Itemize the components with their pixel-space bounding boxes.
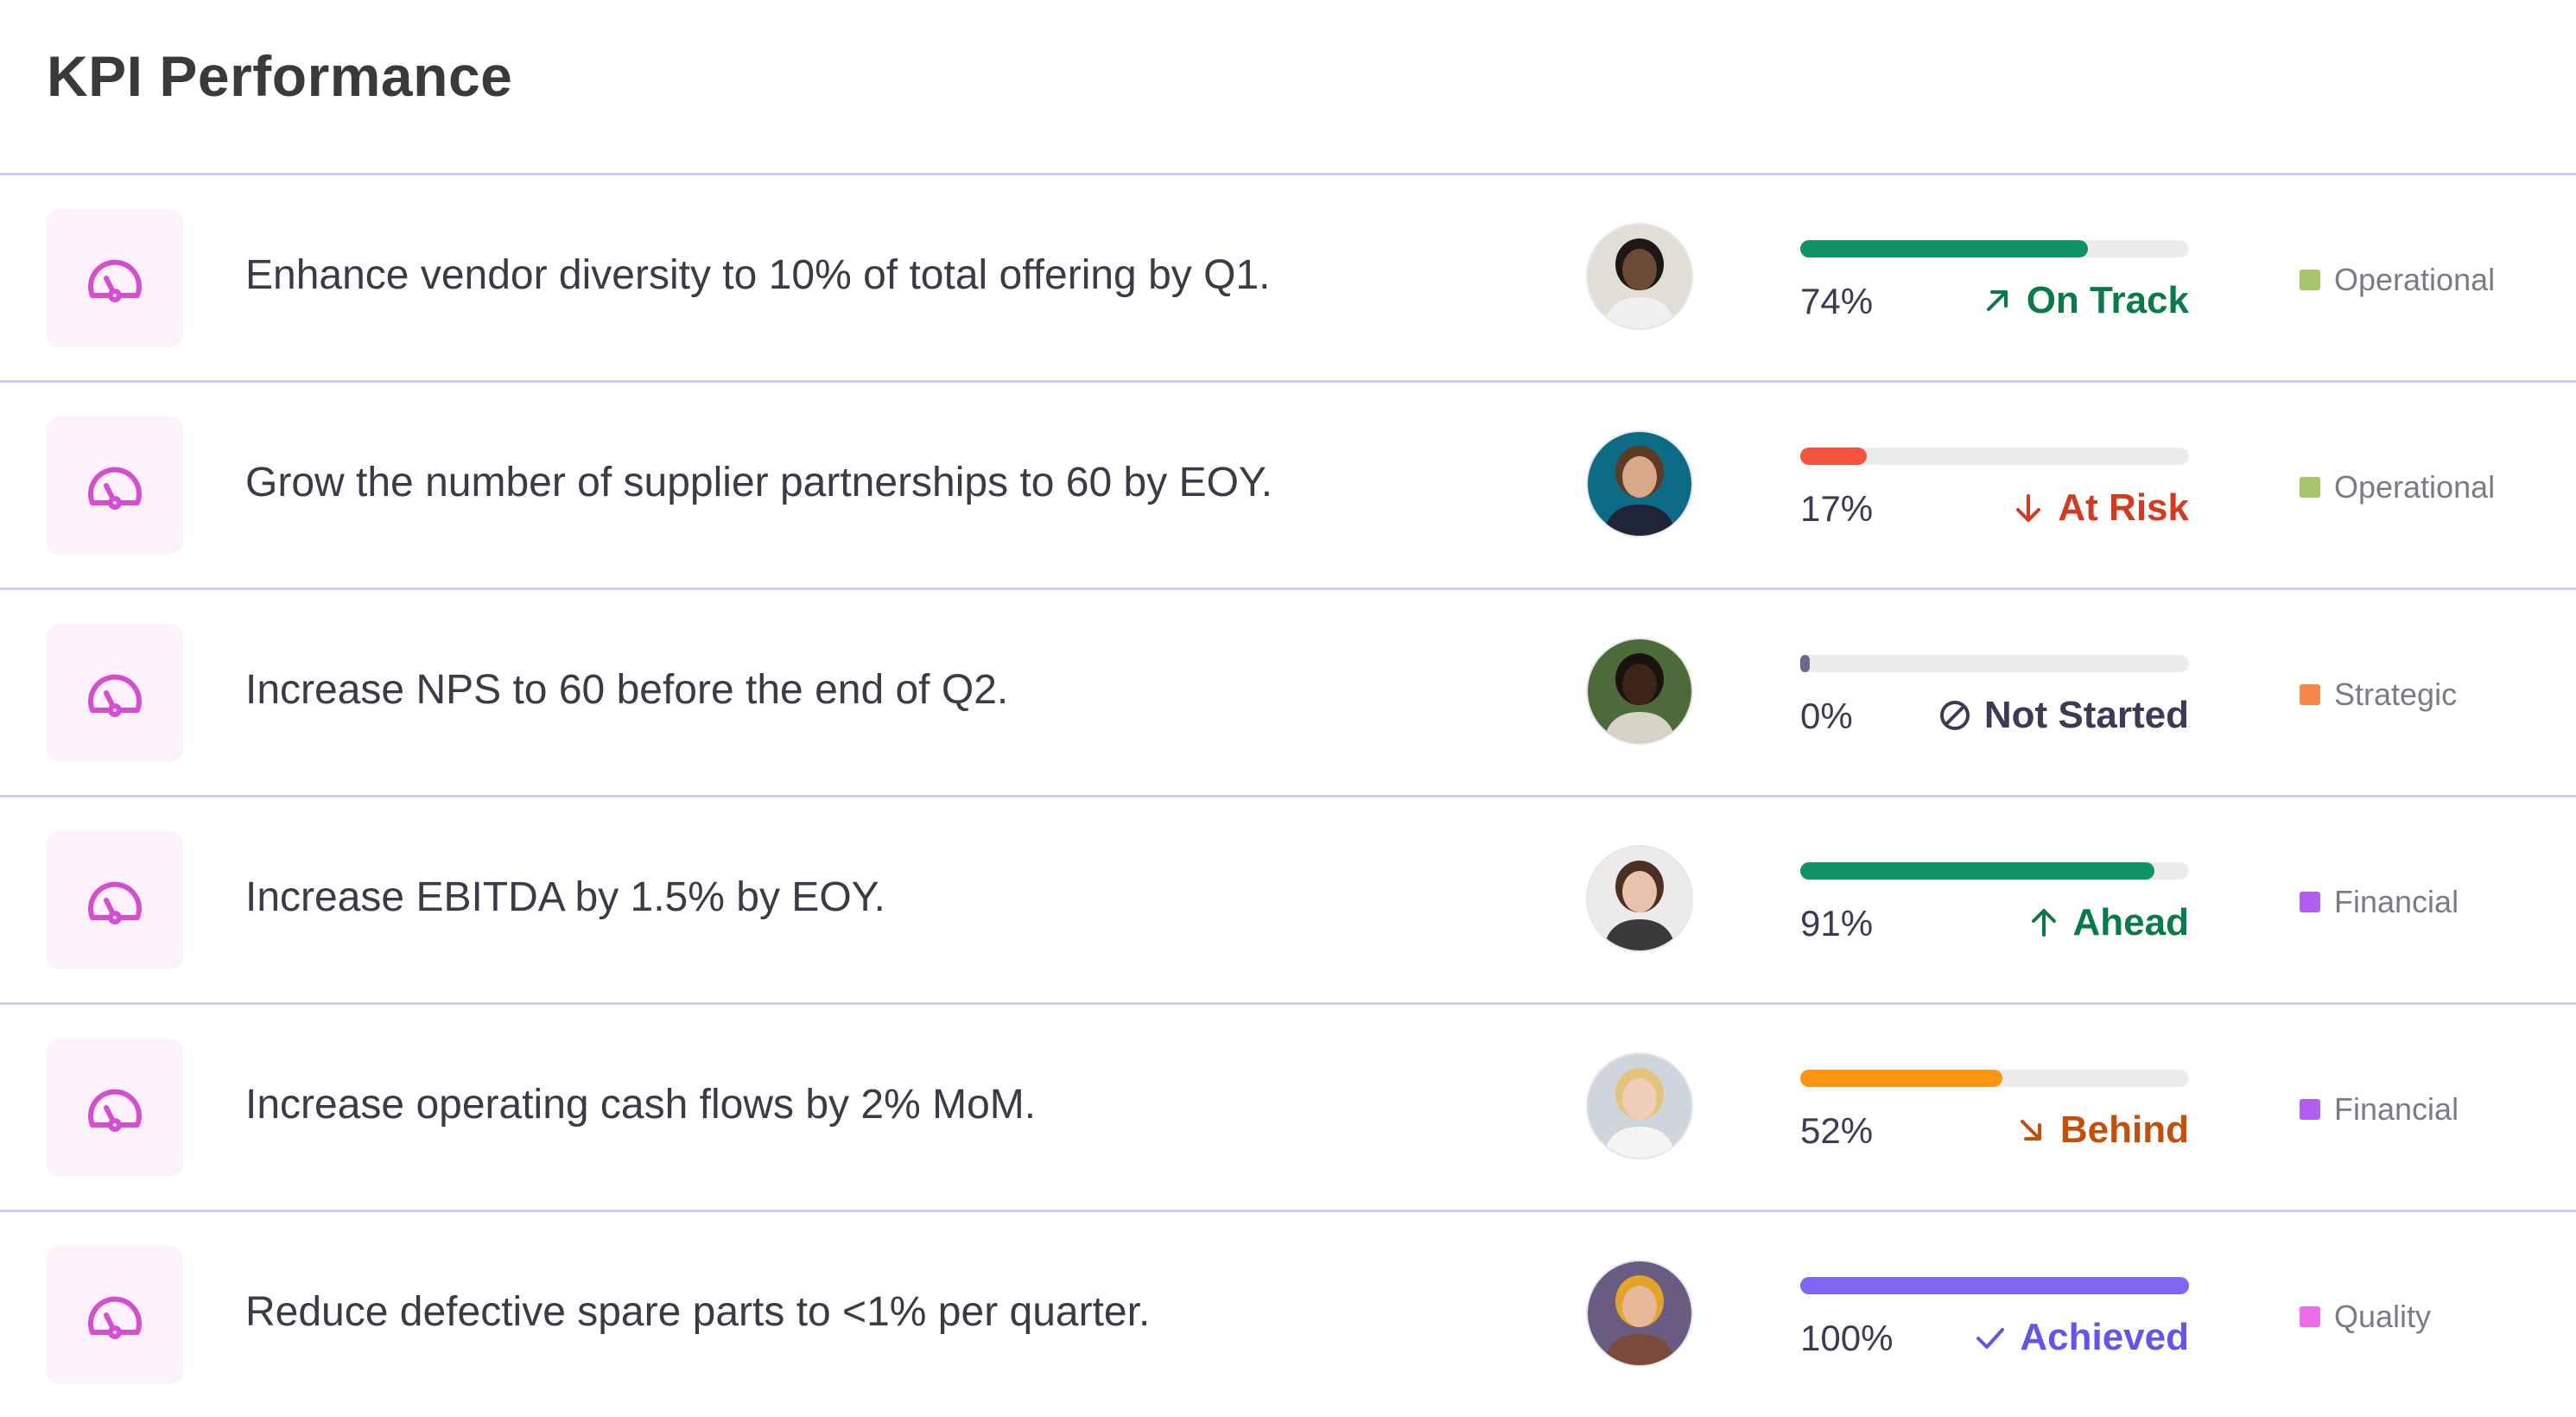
progress-bar-fill [1800, 1277, 2189, 1294]
owner-avatar[interactable] [1588, 847, 1691, 950]
checkmark-icon [1976, 1328, 2005, 1349]
owner-avatar[interactable] [1588, 432, 1691, 536]
owner-avatar[interactable] [1588, 1054, 1691, 1158]
kpi-description: Increase operating cash flows by 2% MoM. [245, 1082, 1037, 1128]
speedometer-icon [47, 832, 183, 969]
owner-avatar[interactable] [1588, 225, 1691, 328]
progress-bar [1800, 862, 2189, 880]
category-tag: Strategic [2300, 677, 2457, 713]
progress-bar [1800, 1277, 2189, 1294]
arrow-down-right-icon [2020, 1120, 2041, 1141]
speedometer-icon [47, 1247, 183, 1383]
status-badge: Not Started [1938, 694, 2189, 737]
progress-percent: 52% [1800, 1110, 1874, 1151]
category-color-swatch [2300, 1306, 2320, 1327]
status-badge: On Track [1980, 279, 2189, 322]
arrow-down-icon [2016, 494, 2041, 522]
not-started-icon [1939, 701, 1970, 730]
category-tag: Operational [2300, 469, 2495, 505]
progress-bar [1800, 655, 2189, 672]
progress-percent: 74% [1800, 281, 1874, 321]
status-label: Ahead [2072, 901, 2189, 944]
category-label: Financial [2334, 1091, 2459, 1127]
category-label: Quality [2334, 1299, 2432, 1334]
category-label: Operational [2334, 469, 2496, 505]
progress-percent: 100% [1800, 1318, 1894, 1358]
kpi-row[interactable]: Increase EBITDA by 1.5% by EOY. 91% Ahea… [0, 795, 2576, 1002]
kpi-description: Reduce defective spare parts to <1% per … [245, 1289, 1151, 1335]
category-tag: Operational [2300, 262, 2495, 298]
status-badge: Behind [2014, 1109, 2189, 1152]
category-label: Financial [2334, 884, 2459, 919]
status-badge: At Risk [2011, 486, 2189, 530]
kpi-description: Increase NPS to 60 before the end of Q2. [245, 667, 1009, 713]
category-color-swatch [2300, 1099, 2320, 1120]
category-color-swatch [2300, 684, 2320, 705]
category-label: Operational [2334, 262, 2496, 297]
kpi-row[interactable]: Increase NPS to 60 before the end of Q2.… [0, 588, 2576, 795]
status-label: Achieved [2020, 1316, 2189, 1358]
arrow-up-icon [2031, 909, 2056, 937]
kpi-description: Enhance vendor diversity to 10% of total… [245, 252, 1271, 298]
page-title: KPI Performance [47, 44, 513, 108]
speedometer-icon [47, 210, 183, 346]
category-tag: Quality [2300, 1299, 2431, 1335]
progress-percent: 0% [1800, 696, 1853, 736]
owner-avatar[interactable] [1588, 639, 1691, 743]
speedometer-icon [47, 625, 183, 761]
speedometer-icon [47, 1039, 183, 1176]
kpi-row[interactable]: Reduce defective spare parts to <1% per … [0, 1210, 2576, 1417]
progress-bar-fill [1800, 448, 1867, 465]
progress-bar [1800, 1070, 2189, 1087]
kpi-list: Enhance vendor diversity to 10% of total… [0, 173, 2576, 1417]
arrow-up-right-icon [1986, 290, 2008, 311]
progress-bar-fill [1800, 1070, 2002, 1087]
progress-percent: 17% [1800, 488, 1874, 529]
category-label: Strategic [2334, 677, 2458, 712]
category-tag: Financial [2300, 1091, 2459, 1128]
kpi-row[interactable]: Grow the number of supplier partnerships… [0, 380, 2576, 588]
status-label: Behind [2059, 1109, 2189, 1151]
category-color-swatch [2300, 477, 2320, 498]
category-color-swatch [2300, 892, 2320, 912]
kpi-row[interactable]: Enhance vendor diversity to 10% of total… [0, 173, 2576, 380]
progress-bar-fill [1800, 655, 1811, 672]
progress-bar-fill [1800, 862, 2154, 880]
kpi-row[interactable]: Increase operating cash flows by 2% MoM.… [0, 1002, 2576, 1210]
status-badge: Ahead [2027, 901, 2189, 944]
category-color-swatch [2300, 270, 2320, 290]
kpi-description: Grow the number of supplier partnerships… [245, 460, 1273, 505]
status-label: At Risk [2058, 486, 2189, 529]
status-label: Not Started [1983, 694, 2189, 736]
progress-bar [1800, 448, 2189, 465]
progress-bar-fill [1800, 240, 2088, 257]
progress-bar [1800, 240, 2189, 257]
progress-percent: 91% [1800, 903, 1874, 944]
kpi-description: Increase EBITDA by 1.5% by EOY. [245, 874, 885, 920]
status-badge: Achieved [1973, 1316, 2189, 1359]
owner-avatar[interactable] [1588, 1261, 1691, 1365]
category-tag: Financial [2300, 884, 2459, 920]
status-label: On Track [2026, 279, 2189, 321]
speedometer-icon [47, 417, 183, 554]
